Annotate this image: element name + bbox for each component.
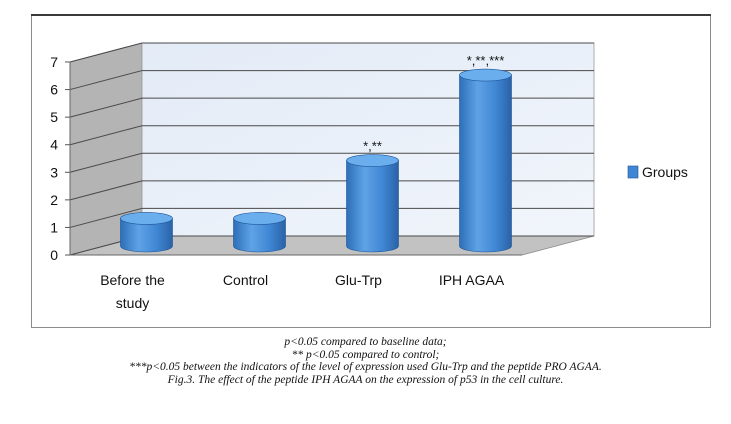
gridline <box>69 152 594 173</box>
bar-top <box>120 212 173 225</box>
y-tick-label: 6 <box>50 82 58 98</box>
x-tick-label: Control <box>223 272 268 288</box>
bar-top <box>346 154 399 167</box>
y-tick-label: 4 <box>50 137 58 153</box>
y-tick-label: 7 <box>50 54 58 70</box>
gridline <box>69 180 594 201</box>
y-tick-label: 0 <box>50 247 58 263</box>
legend-swatch <box>627 165 639 179</box>
bar-cylinder <box>120 212 173 253</box>
y-tick-label: 1 <box>50 219 58 235</box>
significance-annotation: *,** <box>363 139 382 154</box>
x-tick-label: Before the <box>100 272 165 288</box>
legend-label: Groups <box>642 164 688 180</box>
bar-cylinder <box>459 68 512 253</box>
caption-figure-title: Fig.3. The effect of the peptide IPH AGA… <box>167 373 564 386</box>
bar-body <box>120 218 173 253</box>
y-tick-label: 2 <box>50 192 58 208</box>
gridline <box>69 70 594 91</box>
significance-annotation: *,**,*** <box>467 53 505 68</box>
caption-line-3: ***p<0.05 between the indicators of the … <box>129 361 602 374</box>
gridline <box>69 207 594 228</box>
bar-cylinder <box>233 212 286 253</box>
gridline <box>69 125 594 146</box>
y-tick-label: 5 <box>50 109 58 125</box>
bar-body <box>346 160 399 253</box>
x-tick-label: study <box>116 295 149 311</box>
bar-top <box>459 68 512 82</box>
y-tick-label: 3 <box>50 164 58 180</box>
chart-frame: 0 1 2 3 4 5 6 7 Before the study Control *,** Glu-T… <box>31 14 711 328</box>
x-tick-label: IPH AGAA <box>439 272 505 288</box>
caption-line-2: ** p<0.05 compared to control; <box>291 348 440 361</box>
bar-cylinder <box>346 154 399 253</box>
caption-line-1: p<0.05 compared to baseline data; <box>284 336 447 348</box>
figure-captions: p<0.05 compared to baseline data; ** p<0… <box>0 336 731 386</box>
bar-body <box>459 74 512 253</box>
bar-body <box>233 218 286 253</box>
x-tick-label: Glu-Trp <box>335 272 382 288</box>
gridline <box>69 42 594 63</box>
gridline <box>69 97 594 118</box>
bar-chart: 0 1 2 3 4 5 6 7 Before the study Control *,** Glu-T… <box>50 42 688 311</box>
bar-top <box>233 212 286 225</box>
